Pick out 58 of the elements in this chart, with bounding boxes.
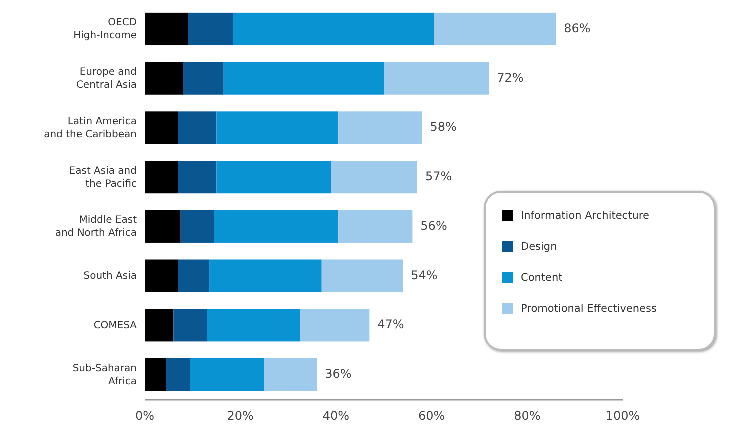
bar xyxy=(188,12,234,46)
y-tick-label: Europe and Central Asia xyxy=(76,66,137,91)
bar xyxy=(174,309,208,342)
bar xyxy=(384,62,490,95)
bar xyxy=(145,309,174,342)
y-tick-label: Middle East and North Africa xyxy=(55,214,138,239)
bar xyxy=(145,210,181,243)
bar xyxy=(145,161,178,194)
bar xyxy=(178,161,217,194)
legend-label: Information Architecture xyxy=(521,210,650,222)
total-label: 54% xyxy=(411,268,438,282)
bar xyxy=(216,112,339,144)
y-tick-label: East Asia and the Pacific xyxy=(69,166,137,190)
bar xyxy=(338,210,413,243)
bar xyxy=(183,62,224,95)
y-tick-label: OECD High-Income xyxy=(74,17,138,42)
total-label: 58% xyxy=(430,120,457,134)
bar xyxy=(331,161,418,194)
bar xyxy=(210,260,322,292)
x-tick-label: 100% xyxy=(606,409,640,423)
legend-label: Design xyxy=(521,240,558,253)
bar xyxy=(434,12,556,46)
bar xyxy=(145,260,178,292)
x-tick-label: 0% xyxy=(135,409,155,423)
total-label: 47% xyxy=(378,318,404,332)
total-label: 36% xyxy=(325,367,352,382)
y-tick-label: Sub-Saharan Africa xyxy=(72,363,137,388)
bar xyxy=(178,112,217,144)
total-label: 72% xyxy=(497,70,524,85)
bar xyxy=(145,12,188,46)
y-tick-label: Latin America and the Caribbean xyxy=(44,116,137,140)
y-tick-label: South Asia xyxy=(84,270,137,282)
bar xyxy=(145,62,184,95)
bar xyxy=(322,260,404,292)
bar xyxy=(300,309,370,342)
legend-label: Promotional Effectiveness xyxy=(521,302,657,315)
bar xyxy=(224,62,384,95)
total-label: 56% xyxy=(420,218,448,233)
x-tick-label: 40% xyxy=(322,409,350,423)
total-label: 57% xyxy=(425,170,452,184)
x-tick-label: 60% xyxy=(418,409,446,423)
x-tick-label: 20% xyxy=(227,409,254,423)
bar xyxy=(338,112,422,144)
legend-label: Content xyxy=(521,272,563,284)
bar xyxy=(145,112,178,144)
bar xyxy=(178,260,210,292)
bar xyxy=(180,210,214,243)
x-tick-label: 80% xyxy=(514,409,541,423)
bar xyxy=(145,358,167,392)
bar xyxy=(207,309,300,342)
bar xyxy=(190,358,264,392)
bar xyxy=(214,210,339,243)
bar xyxy=(233,12,434,46)
total-label: 86% xyxy=(564,22,591,36)
bar xyxy=(216,161,332,194)
bar xyxy=(166,358,190,392)
bar xyxy=(264,358,318,392)
y-tick-label: COMESA xyxy=(94,320,138,332)
